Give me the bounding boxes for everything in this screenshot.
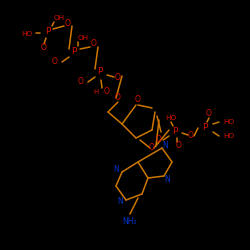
Text: O: O <box>115 92 121 102</box>
Text: O: O <box>188 132 194 140</box>
Text: O: O <box>115 74 121 82</box>
Text: O: O <box>206 110 212 118</box>
Text: P: P <box>172 128 178 136</box>
Text: O: O <box>104 88 110 96</box>
Text: O: O <box>156 136 162 144</box>
Text: NH₂: NH₂ <box>123 218 137 226</box>
Text: O: O <box>91 40 97 48</box>
Text: O: O <box>65 20 71 28</box>
Text: P: P <box>45 28 51 36</box>
Text: N: N <box>113 166 119 174</box>
Text: HO: HO <box>21 31 32 37</box>
Text: OH: OH <box>54 15 65 21</box>
Text: HO: HO <box>166 115 176 121</box>
Text: O: O <box>135 96 141 104</box>
Text: O: O <box>52 58 58 66</box>
Text: O: O <box>41 44 47 52</box>
Text: P: P <box>71 48 77 56</box>
Text: O: O <box>78 78 84 86</box>
Text: P: P <box>97 68 103 76</box>
Text: HO: HO <box>223 119 234 125</box>
Text: N: N <box>162 140 168 149</box>
Text: H: H <box>94 89 98 95</box>
Text: HO: HO <box>223 133 234 139</box>
Text: O: O <box>176 142 182 150</box>
Text: N: N <box>117 198 123 206</box>
Text: N: N <box>164 174 170 184</box>
Text: OH: OH <box>78 35 89 41</box>
Text: O: O <box>149 144 155 152</box>
Text: P: P <box>202 124 208 132</box>
